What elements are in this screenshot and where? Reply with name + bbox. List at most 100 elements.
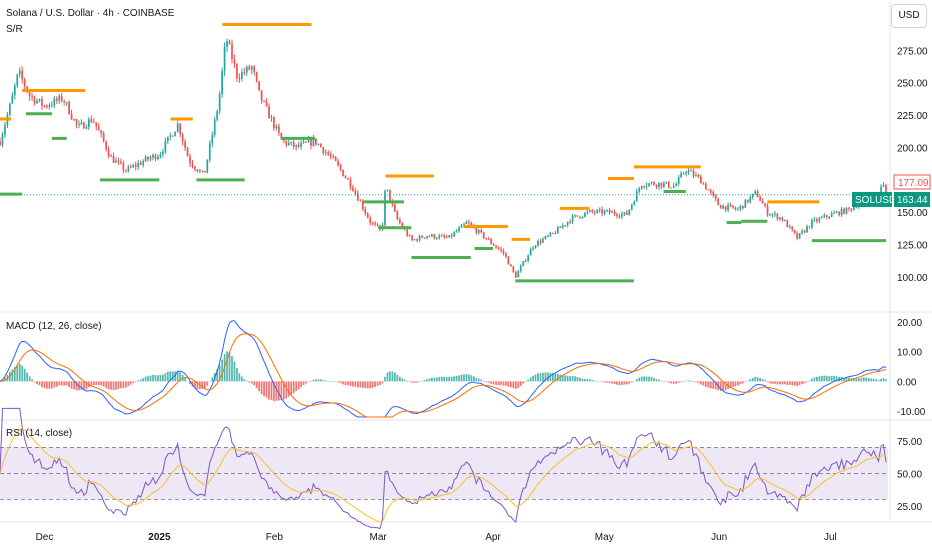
- macd-pane[interactable]: [0, 320, 887, 418]
- candle-body: [23, 79, 26, 87]
- candle-body: [13, 85, 16, 96]
- macd-histogram-bar: [843, 377, 845, 382]
- macd-histogram-bar: [280, 381, 283, 401]
- macd-histogram-bar: [845, 377, 848, 382]
- macd-histogram-bar: [386, 372, 389, 382]
- candle-body: [319, 143, 322, 148]
- macd-histogram-bar: [112, 381, 115, 391]
- macd-histogram-bar: [154, 375, 157, 382]
- candle-body: [544, 236, 547, 239]
- date-tick-label: 2025: [148, 532, 171, 543]
- candle-body: [440, 235, 443, 237]
- macd-histogram-bar: [460, 374, 463, 382]
- candle-body: [75, 119, 78, 125]
- candle-body: [349, 179, 352, 188]
- candle-body: [115, 160, 117, 163]
- date-tick-label: Dec: [36, 532, 54, 543]
- price-pane[interactable]: [0, 22, 888, 283]
- price-tick-label: 225.00: [897, 111, 928, 122]
- macd-histogram-bar: [310, 381, 312, 382]
- macd-histogram-bar: [507, 381, 510, 387]
- macd-histogram-bar: [379, 381, 381, 386]
- candle-body: [524, 260, 527, 262]
- candle-body: [401, 223, 404, 228]
- macd-histogram-bar: [312, 379, 315, 382]
- candle-body: [576, 215, 579, 217]
- macd-histogram-bar: [835, 376, 838, 382]
- chart-title: Solana / U.S. Dollar · 4h · COINBASE: [6, 8, 175, 19]
- candle-body: [16, 74, 19, 86]
- macd-histogram-bar: [110, 381, 112, 390]
- candle-body: [443, 235, 446, 237]
- candle-body: [803, 230, 806, 233]
- candle-body: [707, 189, 710, 191]
- candle-body: [174, 131, 177, 137]
- candle-body: [162, 151, 164, 155]
- price-tick-label: 275.00: [897, 46, 928, 57]
- macd-histogram-bar: [147, 376, 149, 382]
- signal-line: [0, 333, 887, 418]
- macd-histogram-bar: [744, 381, 747, 382]
- candle-body: [421, 235, 423, 238]
- macd-histogram-bar: [258, 381, 260, 392]
- candle-body: [769, 214, 771, 216]
- macd-histogram-bar: [754, 376, 757, 382]
- macd-histogram-bar: [122, 381, 125, 389]
- macd-histogram-bar: [38, 381, 41, 386]
- candle-body: [273, 117, 275, 129]
- candle-body: [122, 163, 125, 171]
- macd-histogram-bar: [788, 381, 791, 385]
- candle-body: [690, 170, 692, 172]
- candle-body: [43, 105, 46, 107]
- macd-histogram-bar: [196, 381, 199, 390]
- macd-histogram-bar: [391, 371, 394, 382]
- macd-histogram-bar: [332, 381, 335, 382]
- macd-histogram-bar: [492, 381, 495, 385]
- rsi-pane[interactable]: [0, 407, 888, 530]
- candle-body: [766, 205, 769, 215]
- candle-body: [458, 227, 460, 232]
- macd-histogram-bar: [423, 380, 426, 382]
- macd-histogram-bar: [413, 381, 416, 383]
- rsi-ma-line: [0, 428, 887, 523]
- candle-body: [653, 182, 655, 185]
- candle-body: [433, 234, 436, 239]
- currency-button[interactable]: USD: [891, 4, 927, 28]
- macd-histogram-bar: [273, 381, 275, 402]
- macd-histogram-bar: [468, 374, 470, 382]
- macd-histogram-bar: [665, 381, 668, 382]
- candle-body: [497, 247, 500, 249]
- macd-histogram-bar: [603, 381, 606, 383]
- candle-body: [882, 185, 885, 187]
- macd-histogram-bar: [342, 381, 344, 385]
- macd-histogram-bar: [670, 381, 673, 384]
- macd-histogram-bar: [233, 361, 236, 382]
- macd-histogram-bar: [877, 380, 880, 382]
- macd-histogram-bar: [403, 379, 406, 382]
- candle-body: [58, 95, 61, 101]
- macd-histogram-bar: [265, 381, 268, 398]
- macd-histogram-bar: [300, 381, 302, 388]
- macd-histogram-bar: [820, 375, 823, 382]
- candle-body: [310, 139, 312, 146]
- candle-body: [774, 213, 776, 215]
- macd-histogram-bar: [766, 381, 769, 383]
- macd-histogram-bar: [349, 381, 352, 387]
- candle-body: [584, 212, 586, 217]
- candle-body: [522, 261, 525, 267]
- macd-histogram-bar: [384, 376, 386, 382]
- macd-histogram-bar: [356, 381, 359, 388]
- macd-histogram-bar: [524, 381, 527, 382]
- candle-body: [389, 189, 391, 201]
- candle-body: [485, 238, 488, 240]
- candle-body: [601, 209, 604, 214]
- macd-histogram-bar: [369, 381, 372, 389]
- macd-histogram-bar: [537, 373, 539, 382]
- candle-body: [492, 243, 495, 246]
- macd-histogram-bar: [359, 381, 362, 388]
- candle-body: [593, 211, 596, 213]
- macd-histogram-bar: [690, 380, 692, 382]
- macd-histogram-bar: [435, 377, 438, 382]
- candle-body: [571, 215, 574, 223]
